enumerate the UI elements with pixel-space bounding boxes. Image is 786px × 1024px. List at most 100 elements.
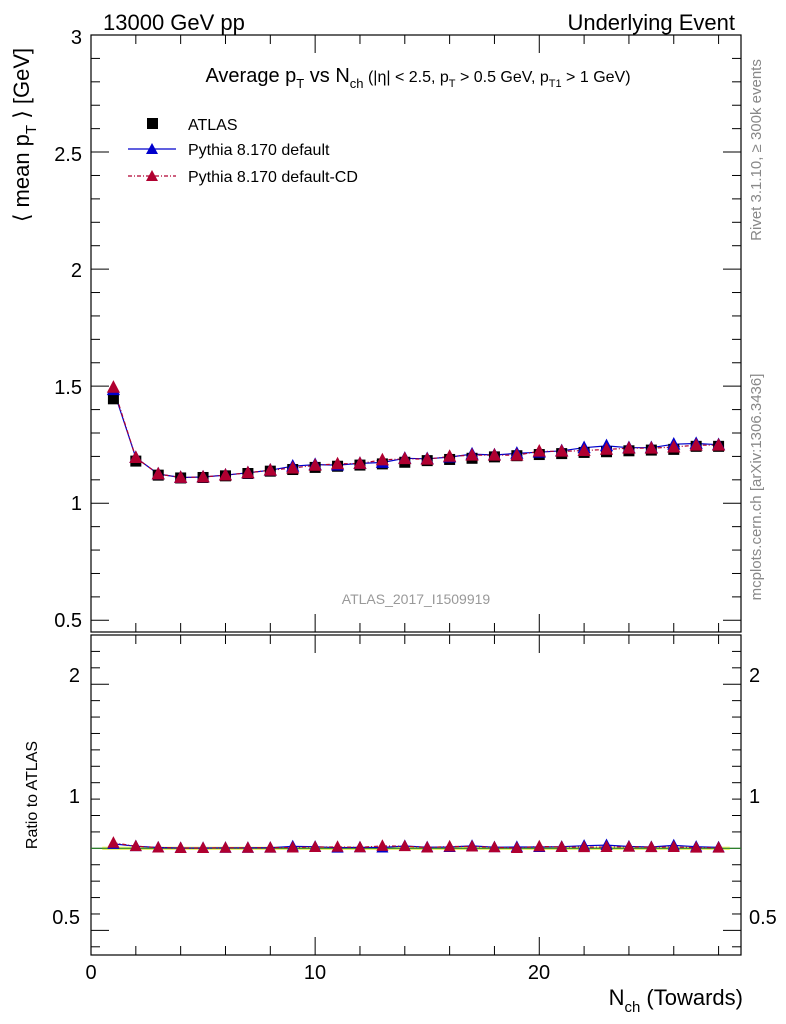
ratio-pythia-default-cd-point [376, 839, 389, 851]
ratio-pythia-default-cd-point [465, 839, 479, 852]
ratio-pythia-default-cd-point [600, 840, 613, 852]
ratio-pythia-default-cd-point [353, 840, 367, 853]
ytick-label-2.5: 2.5 [54, 144, 82, 166]
ratio-pythia-default-cd-point [107, 836, 120, 848]
legend-default-marker [146, 143, 158, 154]
ratio-markers [107, 836, 725, 853]
ratio-pythia-default-cd-point [241, 841, 254, 853]
pythia-default-cd-point [196, 469, 210, 483]
analysis-watermark: ATLAS_2017_I1509919 [342, 591, 491, 607]
series-lines [112, 387, 719, 479]
ratio-y-tick-labels-right: 2 1 0.5 [749, 665, 777, 929]
ratio-ytick-label-2: 2 [69, 665, 80, 687]
main-y-tick-labels: 3 2.5 2 1.5 1 0.5 [54, 27, 82, 632]
pythia-default-cd-point [241, 465, 255, 479]
ratio-pythia-default-cd-point [578, 840, 591, 853]
pythia-default-cd-point [532, 444, 546, 457]
ratio-pythia-default-cd-point [712, 841, 725, 853]
pythia-default-cd-point [375, 452, 389, 466]
pythia-default-cd-point [218, 467, 233, 481]
plot-title: Average pT vs Nch (|η| < 2.5, pT > 0.5 G… [205, 65, 630, 91]
pythia-default-cd-point [308, 458, 322, 471]
ratio-pythia-default-cd-point [533, 839, 546, 852]
legend-cd-label: Pythia 8.170 default-CD [188, 169, 358, 186]
ratio-y-tick-labels-left: 2 1 0.5 [52, 665, 80, 929]
pythia-default-cd-point [465, 448, 479, 461]
ratio-pythia-default-cd-point [129, 839, 142, 852]
ratio-pythia-default-cd-point [555, 840, 568, 852]
ratio-pythia-default-cd-point [488, 840, 501, 853]
pythia-default-cd-point [129, 450, 143, 463]
x-axis-ticks [90, 35, 720, 955]
pythia-default-cd-point [151, 466, 165, 480]
pythia-default-cd-point [599, 442, 614, 455]
ratio-ytick-label-right-1: 1 [749, 786, 760, 808]
legend-atlas-marker [147, 118, 158, 129]
pythia-default-cd-point [443, 449, 457, 462]
ratio-ytick-label-0.5: 0.5 [52, 907, 80, 929]
ytick-label-2: 2 [71, 260, 82, 282]
mcplots-label: mcplots.cern.ch [arXiv:1306.3436] [748, 374, 765, 601]
pythia-default-cd-point [510, 448, 524, 461]
atlas-data-point [107, 393, 119, 405]
pythia-default-cd-point [711, 437, 726, 451]
ratio-pythia-default-cd-point [398, 839, 411, 852]
header-right: Underlying Event [567, 10, 735, 35]
y-axis-label: ⟨ mean pT ⟩ [GeV] [9, 48, 40, 222]
ratio-axis-ticks [91, 650, 741, 948]
ratio-pythia-default-cd-point [152, 840, 165, 853]
pythia-default-cd-point [689, 437, 703, 451]
pythia-default-cd-point [330, 456, 345, 470]
pythia-default-cd-point [353, 456, 367, 469]
ratio-pythia-default-cd-point [174, 841, 187, 853]
ratio-pythia-default-cd-point [197, 841, 210, 853]
legend-atlas-label: ATLAS [188, 117, 238, 134]
ytick-label-3: 3 [71, 27, 82, 49]
ratio-ytick-label-right-0.5: 0.5 [749, 907, 777, 929]
ratio-pythia-default-cd-point [264, 841, 277, 853]
xtick-label-0: 0 [85, 962, 96, 984]
pythia-default-cd-point [174, 470, 188, 483]
rivet-label: Rivet 3.1.10, ≥ 300k events [748, 59, 765, 241]
ratio-ytick-label-right-2: 2 [749, 665, 760, 687]
ratio-pythia-default-cd-point [622, 840, 635, 852]
series-line-pythia-default [112, 389, 719, 479]
pythia-default-cd-point [555, 444, 569, 457]
ratio-y-axis-label: Ratio to ATLAS [24, 741, 41, 849]
x-axis-label: Nch (Towards) [609, 985, 743, 1016]
legend-cd-marker [146, 170, 158, 181]
ratio-ytick-label-1: 1 [69, 786, 80, 808]
ytick-label-0.5: 0.5 [54, 610, 82, 632]
legend-default-label: Pythia 8.170 default [188, 142, 330, 159]
pythia-default-cd-point [263, 463, 277, 476]
xtick-label-10: 10 [304, 962, 326, 984]
pythia-default-cd-point [622, 441, 636, 454]
xtick-label-20: 20 [528, 962, 550, 984]
header-left: 13000 GeV pp [103, 10, 245, 35]
ratio-pythia-default-cd-point [309, 840, 322, 852]
ratio-pythia-default-cd-point [286, 840, 299, 853]
ytick-label-1: 1 [71, 493, 82, 515]
pythia-default-cd-point [644, 441, 658, 454]
ratio-pythia-default-cd-point [667, 840, 680, 852]
pythia-default-cd-point [667, 439, 681, 453]
ratio-pythia-default-cd-point [443, 839, 456, 852]
ytick-label-1.5: 1.5 [54, 377, 82, 399]
ratio-line-pythia-default-cd [113, 842, 719, 849]
pythia-default-cd-point [106, 380, 121, 393]
pythia-default-cd-point [577, 443, 591, 456]
ratio-pythia-default-cd-point [645, 840, 658, 853]
pythia-default-cd-point [286, 460, 300, 474]
main-plot-frame [90, 34, 742, 633]
main-axis-ticks [91, 34, 741, 621]
ratio-lines [113, 842, 719, 849]
pythia-default-cd-point [398, 451, 412, 465]
pythia-default-cd-point [420, 452, 434, 465]
legend: ATLAS Pythia 8.170 default Pythia 8.170 … [128, 117, 358, 186]
ratio-pythia-default-cd-point [219, 841, 232, 853]
series-markers [106, 380, 726, 484]
series-line-pythia-default-cd [112, 387, 719, 479]
ratio-pythia-default-cd-point [421, 840, 434, 853]
ratio-pythia-default-cd-point [331, 840, 344, 852]
